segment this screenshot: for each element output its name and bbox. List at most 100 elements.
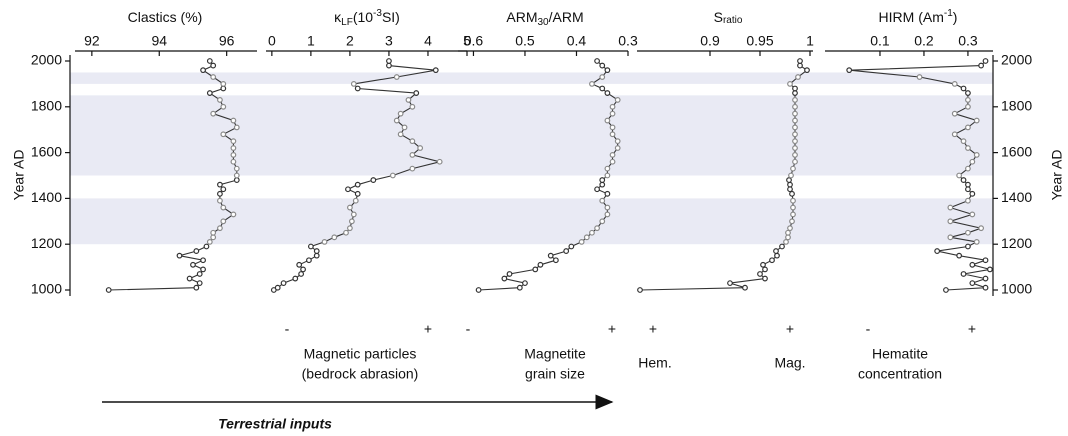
data-point [230,145,237,151]
data-point [599,62,606,69]
x-tick-label: 0.2 [914,33,934,49]
data-point [773,248,779,254]
data-point [432,67,439,74]
y-tick-label: 1400 [1001,189,1032,205]
data-point [609,151,616,158]
x-tick-label: 1 [307,33,315,49]
data-point [233,124,240,131]
data-point [792,117,798,124]
data-point [397,131,404,138]
data-point [599,74,606,80]
data-point [230,211,237,218]
data-point [609,124,616,131]
data-point [792,110,798,117]
data-point [792,151,798,158]
data-point [196,280,203,287]
data-point [206,90,213,96]
data-point [951,110,958,117]
data-point [206,58,213,64]
panel-title: Clastics (%) [128,9,203,25]
data-point [206,239,213,245]
data-point [943,287,949,293]
x-tick-label: 3 [385,33,393,49]
x-tick-label: 0.4 [567,33,587,49]
data-point [532,266,539,273]
data-point [190,261,196,268]
data-point [965,229,971,236]
y-tick-label: 1800 [31,98,62,114]
annotation: Hematite [872,346,928,362]
data-point [230,138,237,145]
data-point [965,124,971,131]
data-point [792,138,798,145]
highlight-band [70,72,993,84]
data-point [982,257,989,264]
data-point [762,266,768,273]
data-point [345,186,351,193]
data-point [347,204,353,211]
data-point [790,204,796,211]
data-point [354,181,361,188]
x-tick-label: 0 [268,33,276,49]
data-point [417,145,424,151]
data-point [604,204,611,211]
data-point [786,177,792,183]
data-point [787,225,793,232]
data-point [951,80,958,87]
x-tick-label: 5 [463,33,471,49]
data-point [233,177,240,183]
data-point [934,248,941,254]
x-tick-label: 0.9 [700,33,720,49]
data-point [637,287,643,293]
data-point [604,90,611,96]
data-point [757,271,763,277]
x-tick-label: 0.95 [746,33,773,49]
data-point [604,172,611,179]
data-point [563,248,570,254]
data-point [233,172,240,179]
data-point [292,275,299,282]
data-point [589,80,595,87]
data-point [599,177,606,183]
data-point [217,225,223,232]
data-point [951,131,958,138]
data-point [969,158,976,165]
annotation: Magnetic particles [304,346,417,362]
data-point [742,284,748,291]
data-point [797,58,803,64]
data-point [965,186,971,193]
data-point [547,252,554,259]
data-point [792,124,798,131]
data-point [792,145,798,151]
data-point [973,117,980,124]
data-point [956,172,963,179]
data-point [609,110,616,117]
data-point [230,117,237,124]
data-point [609,103,616,110]
data-point [599,85,606,92]
data-point [296,261,303,268]
data-point [409,103,416,110]
annotation: concentration [858,366,942,382]
data-point [969,211,976,218]
data-point [973,239,980,245]
panel-title: κLF(10-3SI) [334,8,400,28]
data-point [982,275,989,282]
data-point [785,234,791,241]
data-point [614,97,621,103]
data-point [846,67,853,74]
annotation: Terrestrial inputs [218,416,332,432]
data-point [947,218,954,225]
data-point [306,257,312,264]
annotation: - [285,321,290,337]
data-point [370,177,377,183]
y-axis-label: Year AD [11,150,27,201]
x-tick-label: 0.6 [464,33,484,49]
highlight-band [70,198,993,245]
data-point [220,103,227,110]
data-point [787,186,793,193]
data-point [609,158,616,165]
data-point [313,248,320,254]
data-point [789,190,795,197]
data-point [978,225,985,232]
